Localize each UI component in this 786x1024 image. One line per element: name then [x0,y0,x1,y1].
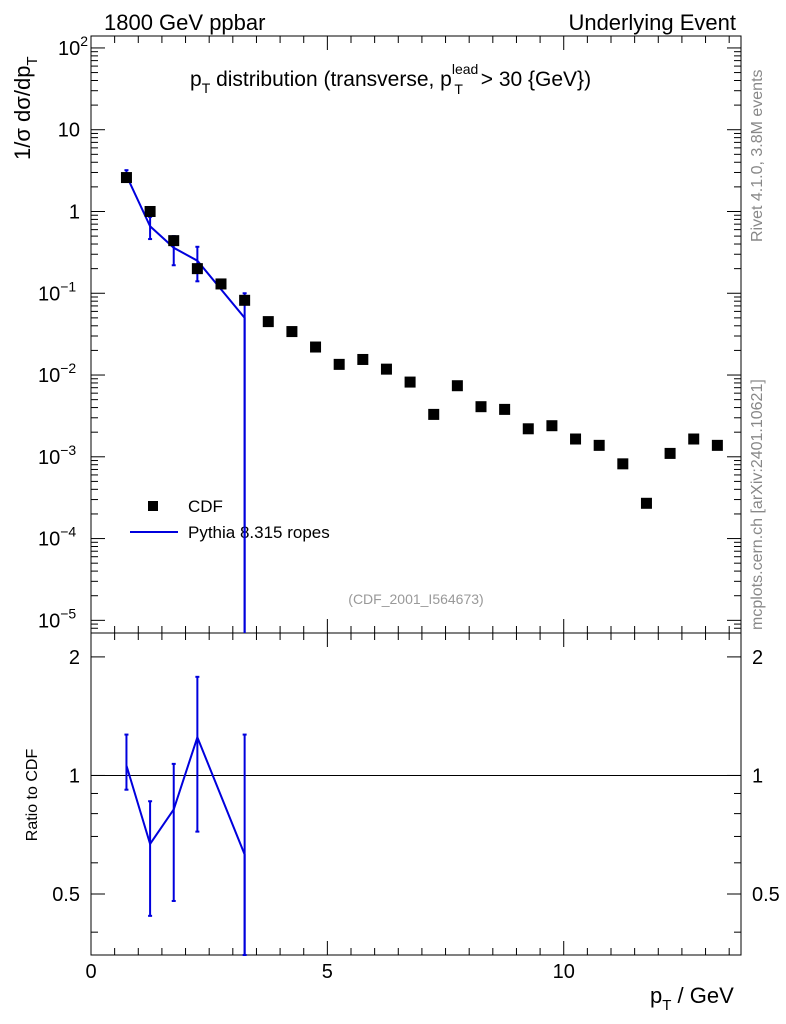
cdf-data-point [191,263,203,275]
y-tick-label: 10 [58,120,80,142]
legend-pythia-label: Pythia 8.315 ropes [188,523,330,542]
legend-cdf-label: CDF [188,497,223,516]
title-part-b-sub: T [454,81,463,97]
y-tick-label-base: 10 [58,38,80,60]
cdf-data-point [475,401,487,413]
x-tick-label: 10 [553,961,575,983]
cdf-data-point [239,294,251,306]
cdf-data-point [522,423,534,435]
x-axis-label-main: p [650,983,662,1008]
y-tick-label: 10−4 [38,524,76,551]
legend: CDF Pythia 8.315 ropes [130,497,330,542]
y-tick-label-base: 10 [38,447,60,469]
title-part-b: distribution (transverse, p [210,68,452,91]
y-tick-label: 10−5 [38,605,76,632]
analysis-tag: (CDF_2001_I564673) [348,591,483,607]
title-part-c: > 30 {GeV}) [475,68,591,91]
ratio-tick-label-left: 0.5 [52,884,80,906]
cdf-data-point [333,358,345,370]
x-tick-label: 5 [322,961,333,983]
cdf-data-point [711,439,723,451]
ratio-tick-label-left: 1 [69,765,80,787]
ratio-y-axis-label: Ratio to CDF [24,749,41,842]
y-tick-label: 1 [69,201,80,223]
cdf-data-point [120,172,132,184]
cdf-data-point [570,433,582,445]
y-tick-label-exponent: 2 [80,33,88,49]
ratio-tick-label-right: 1 [752,765,763,787]
cdf-data-point [499,403,511,415]
cdf-data-point [310,341,322,353]
x-axis-label-sub: T [662,997,671,1014]
main-plot-frame [90,35,742,634]
y-tick-label-base: 10 [38,283,60,305]
process-label: Underlying Event [568,10,736,35]
y-tick-label-base: 10 [38,610,60,632]
cdf-data-point [286,326,298,338]
main-plot-data [120,169,723,633]
y-tick-label-exponent: −2 [60,360,76,376]
cdf-data-point [617,458,629,470]
y-tick-label-base: 10 [38,529,60,551]
cdf-data-point [404,376,416,388]
cdf-data-point [144,205,156,217]
legend-cdf-marker [148,501,158,511]
cdf-data-point [593,439,605,451]
y-axis-label-main: 1/σ dσ/dp [10,66,35,160]
cdf-data-point [168,235,180,247]
y-tick-label-exponent: −5 [60,605,76,621]
y-tick-label-exponent: −3 [60,442,76,458]
cdf-data-point [262,316,274,328]
cdf-data-point [357,353,369,365]
y-tick-label: 102 [58,33,88,60]
plot-title: pT distribution (transverse, plead T > 30… [190,61,591,97]
y-axis-label: 1/σ dσ/dpT [10,56,41,160]
ratio-tick-label-right: 0.5 [752,884,780,906]
title-part-a: p [190,68,202,91]
cdf-data-point [688,433,700,445]
y-tick-label-exponent: −4 [60,524,76,540]
cdf-data-point [546,420,558,432]
pythia-line [125,175,246,633]
ratio-tick-label-right: 2 [752,647,763,669]
ratio-tick-label-left: 2 [69,647,80,669]
x-tick-label: 0 [85,961,96,983]
y-tick-label-exponent: −1 [60,278,76,294]
beam-label: 1800 GeV ppbar [104,10,265,35]
title-part-b-sup: lead [452,61,478,77]
ratio-plot-frame [90,632,742,956]
y-tick-label: 10−2 [38,360,76,387]
cdf-data-point [428,408,440,420]
cdf-data-point [664,447,676,459]
cdf-data-point [380,363,392,375]
x-axis-label: pT / GeV [650,983,734,1014]
title-part-a-sub: T [202,80,211,96]
y-tick-label: 10−1 [38,278,76,305]
x-axis-label-rest: / GeV [671,983,734,1008]
y-axis-label-sub: T [24,56,41,65]
rivet-version-label: Rivet 4.1.0, 3.8M events [749,69,766,242]
cdf-data-point [215,278,227,290]
cdf-data-point [451,380,463,392]
cdf-data-point [640,497,652,509]
ratio-plot-data [91,675,741,956]
y-tick-label-base: 10 [38,365,60,387]
mcplots-label: mcplots.cern.ch [arXiv:2401.10621] [749,379,766,630]
y-tick-label: 10−3 [38,442,76,469]
pythia-ratio-line [125,734,246,955]
